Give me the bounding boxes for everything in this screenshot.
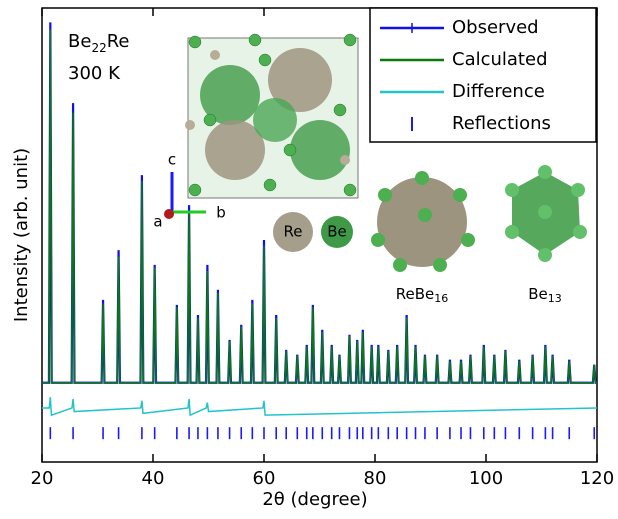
x-tick-label: 120: [580, 468, 614, 489]
x-tick-label: 20: [31, 468, 54, 489]
atom: [538, 248, 552, 262]
atom: [453, 188, 467, 202]
legend-label: Difference: [452, 81, 545, 102]
x-tick-label: 40: [142, 468, 165, 489]
atom: [418, 208, 432, 222]
atom: [433, 258, 447, 272]
atom: [573, 225, 587, 239]
legend-box: [369, 7, 597, 143]
subscript: 22: [91, 41, 106, 55]
series-line: [42, 29, 597, 384]
plot-frame: [41, 7, 598, 463]
axis-origin: [164, 209, 174, 219]
x-tick-label: 60: [253, 468, 276, 489]
atom: [538, 165, 552, 179]
x-tick-label: 100: [469, 468, 503, 489]
formula: Re: [107, 31, 130, 52]
atom: [538, 205, 552, 219]
axis-label: a: [153, 213, 162, 231]
atom: [188, 183, 202, 197]
series-line: [42, 397, 598, 417]
x-tick-label: 80: [364, 468, 387, 489]
atom: [203, 113, 217, 127]
compound-label: Be22Re: [68, 31, 130, 55]
polyhedron: [205, 120, 265, 180]
atom: [185, 120, 195, 130]
temperature-label: 300 K: [68, 63, 121, 84]
atom: [415, 171, 429, 185]
polyhedron: [268, 48, 332, 112]
atom: [248, 33, 262, 47]
axis-label: c: [168, 151, 176, 169]
atom: [343, 33, 357, 47]
atom: [258, 53, 272, 67]
x-axis-title: 2θ (degree): [262, 489, 367, 510]
atom: [461, 233, 475, 247]
formula: Be: [68, 31, 91, 52]
y-axis-title: Intensity (arb. unit): [11, 148, 32, 322]
formula: ReBe: [396, 285, 435, 303]
atom: [505, 183, 519, 197]
subscript: 13: [548, 292, 562, 305]
atom-legend: [273, 212, 313, 252]
atom: [188, 35, 202, 49]
atom: [333, 103, 347, 117]
polyhedron: [200, 65, 260, 125]
polyhedron-label: Be13: [528, 285, 562, 306]
legend-label: Reflections: [452, 113, 551, 134]
legend-label: Observed: [452, 17, 539, 38]
polyhedron: [290, 120, 350, 180]
atom: [343, 183, 357, 197]
atom: [571, 183, 585, 197]
legend-label: Calculated: [452, 49, 548, 70]
plot-area: [41, 7, 598, 463]
polyhedron: [253, 98, 297, 142]
atom: [340, 155, 350, 165]
atom: [393, 258, 407, 272]
atom: [371, 233, 385, 247]
atom: [378, 188, 392, 202]
formula: Be: [528, 285, 548, 303]
atom: [210, 50, 220, 60]
crystal-inset: c a b Re Be ReBe16 Be13: [153, 33, 587, 306]
atom: [505, 225, 519, 239]
atom: [263, 178, 277, 192]
polyhedron-label: ReBe16: [396, 285, 449, 306]
polyhedron: [377, 177, 467, 267]
atom-label: Be: [327, 223, 347, 241]
atom-label: Re: [284, 223, 303, 241]
atom: [283, 143, 297, 157]
atom-legend: [321, 216, 353, 248]
subscript: 16: [434, 292, 448, 305]
axis-label: b: [216, 204, 226, 222]
